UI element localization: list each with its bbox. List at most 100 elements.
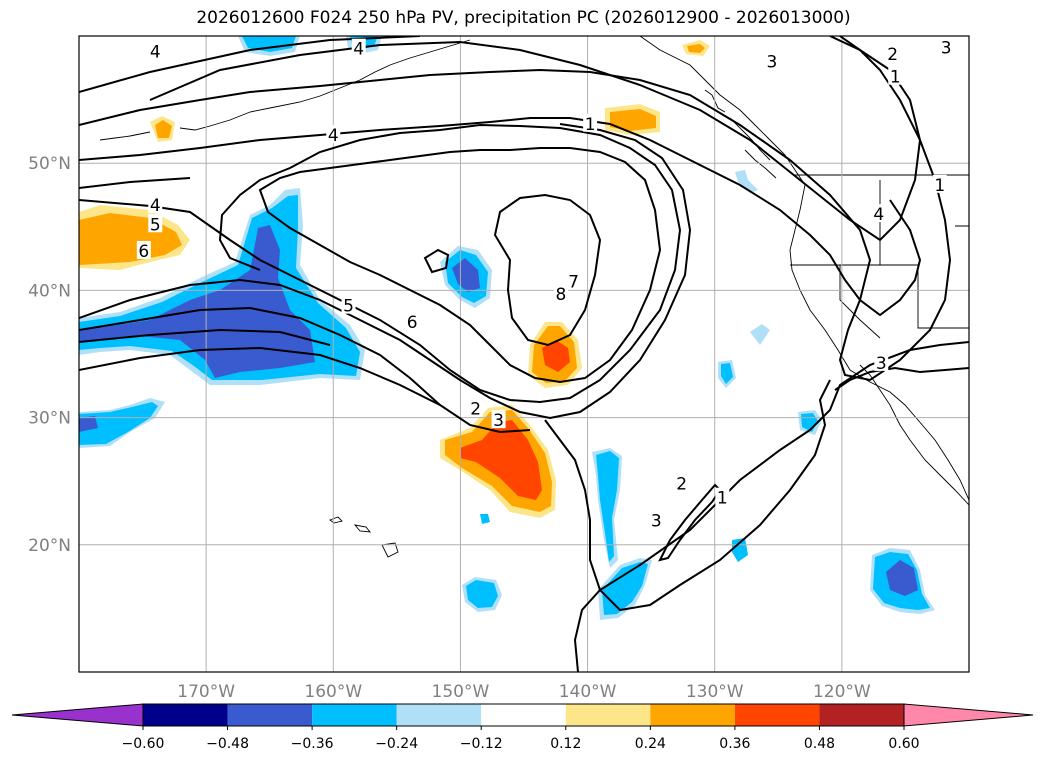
contour-label: 3 xyxy=(493,411,504,431)
lat-tick-label: 40°N xyxy=(28,281,71,301)
precip-negative-area xyxy=(452,258,480,292)
colorbar-segment xyxy=(650,704,735,726)
lon-tick-label: 130°W xyxy=(686,682,744,702)
precip-negative-area xyxy=(721,363,733,384)
colorbar-tick-label: −0.12 xyxy=(460,736,503,752)
contour-label-bg xyxy=(874,352,889,371)
colorbar-tick-label: 0.24 xyxy=(635,736,666,752)
contour-label: 3 xyxy=(651,512,662,532)
lon-tick-label: 160°W xyxy=(304,682,362,702)
graticule xyxy=(79,36,969,672)
contour-label: 6 xyxy=(138,242,149,262)
precip-positive-area xyxy=(155,120,172,138)
colorbar-tick-label: −0.48 xyxy=(206,736,249,752)
colorbar-tick-label: 0.60 xyxy=(888,736,919,752)
contour-label-bg xyxy=(341,295,356,314)
contour-label-bg xyxy=(888,66,903,85)
precip-positive-area xyxy=(460,420,542,500)
contour-label: 4 xyxy=(150,196,161,216)
colorbar-tick-label: −0.36 xyxy=(291,736,334,752)
precip-negative-area xyxy=(732,538,748,562)
contour-label: 3 xyxy=(767,52,778,72)
colorbar-segment xyxy=(227,704,313,726)
precip-negative-area xyxy=(480,514,490,524)
contour-label: 4 xyxy=(328,126,339,146)
contour-label-bg xyxy=(148,41,163,60)
precip-negative-area xyxy=(79,225,315,378)
contour-label-bg xyxy=(148,195,163,214)
precip-positive-area xyxy=(610,109,656,131)
precip-negative-area xyxy=(750,324,770,345)
contour-label: 4 xyxy=(873,205,884,225)
precip-negative-area xyxy=(79,402,158,445)
contour-label-bg xyxy=(764,51,779,70)
latitude-labels: 20°N 30°N 40°N 50°N xyxy=(28,154,71,556)
contour-label: 2 xyxy=(470,400,481,420)
map-frame xyxy=(78,35,970,673)
lon-tick-label: 170°W xyxy=(177,682,235,702)
precip-negative-area xyxy=(596,451,619,562)
lon-tick-label: 150°W xyxy=(432,682,490,702)
precip-positive-area xyxy=(542,340,570,372)
contour-label: 3 xyxy=(876,354,887,374)
colorbar-extend-min xyxy=(11,703,144,727)
contour-label: 1 xyxy=(585,115,596,135)
colorbar-frame xyxy=(142,703,905,727)
contour-label: 1 xyxy=(934,176,945,196)
contour-label-bg xyxy=(566,271,581,290)
lat-tick-label: 20°N xyxy=(28,536,71,556)
contour-label-bg xyxy=(468,398,483,417)
contour-label-bg xyxy=(136,240,151,259)
map-title: 2026012600 F024 250 hPa PV, precipitatio… xyxy=(196,8,851,28)
precip-negative-area xyxy=(886,560,918,596)
contour-label: 2 xyxy=(887,45,898,65)
contour-label: 5 xyxy=(343,297,354,317)
colorbar-tick-label: −0.24 xyxy=(375,736,418,752)
contour-label: 2 xyxy=(676,475,687,495)
colorbar-tick-label: 0.36 xyxy=(719,736,750,752)
colorbar-segment xyxy=(734,704,820,726)
contour-label: 5 xyxy=(150,215,161,235)
precip-negative-area xyxy=(79,416,98,432)
colorbar-segment xyxy=(565,704,651,726)
colorbar-segment xyxy=(396,704,482,726)
contour-label-bg xyxy=(405,312,420,331)
contour-label-bg xyxy=(351,38,366,57)
precip-negative-area xyxy=(242,36,296,52)
contour-label: 7 xyxy=(568,272,579,292)
contour-label-bg xyxy=(715,487,730,506)
contour-label-bg xyxy=(491,410,506,429)
contour-label: 1 xyxy=(717,489,728,509)
contour-label-bg xyxy=(871,204,886,223)
lat-tick-label: 30°N xyxy=(28,409,71,429)
colorbar-segment xyxy=(312,704,397,726)
colorbar-segment xyxy=(143,704,228,726)
contour-label-bg xyxy=(553,284,568,303)
contour-label-bg xyxy=(583,113,598,132)
contour-label-bg xyxy=(932,174,947,193)
precip-negative-area xyxy=(466,580,498,608)
precip-negative-area xyxy=(735,170,758,193)
lat-tick-label: 50°N xyxy=(28,154,71,174)
contour-label-bg xyxy=(885,43,900,62)
contour-label-bg xyxy=(326,125,341,144)
contour-label-bg xyxy=(148,214,163,233)
colorbar-segment xyxy=(819,704,904,726)
colorbar-extend-max xyxy=(903,703,1034,727)
lon-tick-label: 120°W xyxy=(813,682,871,702)
contour-label: 6 xyxy=(407,313,418,333)
contour-label: 3 xyxy=(941,38,952,58)
colorbar-tick-label: 0.12 xyxy=(550,736,581,752)
contour-label: 1 xyxy=(890,68,901,88)
precipitation-fill-layer xyxy=(79,36,935,620)
colorbar-tick-label: 0.48 xyxy=(804,736,835,752)
colorbar-tick-label: −0.60 xyxy=(122,736,165,752)
contour-label: 4 xyxy=(150,42,161,62)
lon-tick-label: 140°W xyxy=(559,682,617,702)
contour-label-bg xyxy=(649,510,664,529)
colorbar-segment xyxy=(481,704,566,726)
contour-label: 8 xyxy=(555,285,566,305)
contour-label: 4 xyxy=(353,40,364,60)
